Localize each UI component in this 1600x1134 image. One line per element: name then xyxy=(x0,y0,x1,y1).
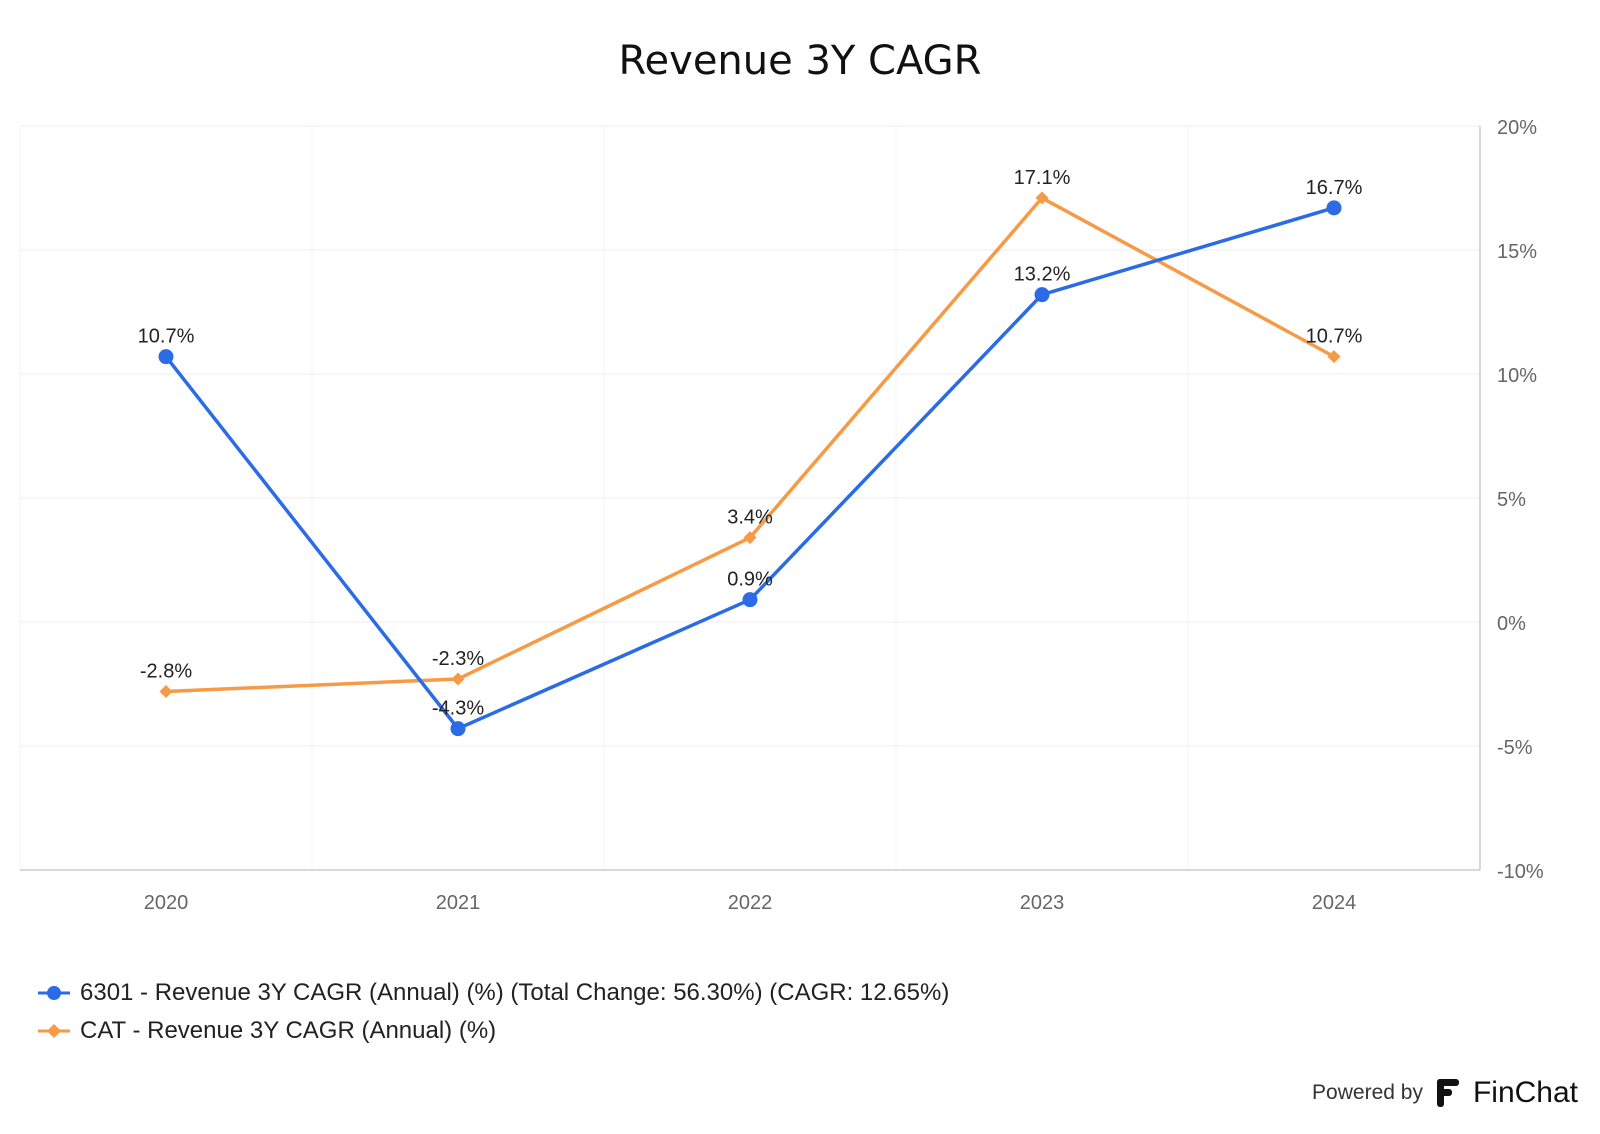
x-tick-label: 2021 xyxy=(436,892,481,914)
y-tick-label: 5% xyxy=(1497,489,1526,511)
series-line xyxy=(165,196,1335,694)
data-label: 16.7% xyxy=(1306,177,1363,199)
brand[interactable]: FinChat xyxy=(1435,1076,1578,1110)
chart-title: Revenue 3Y CAGR xyxy=(618,38,982,84)
data-label: 0.9% xyxy=(727,569,773,591)
data-point xyxy=(1035,191,1049,205)
powered-by: Powered by FinChat xyxy=(1312,1076,1578,1110)
data-point xyxy=(158,349,174,365)
data-label: 10.7% xyxy=(138,326,195,348)
grid-lines xyxy=(19,125,1481,870)
data-label: -2.3% xyxy=(432,648,484,670)
data-labels: -2.8% -2.3% 3.4% 17.1% 10.7% 10.7% -4.3% 0.9% 13… xyxy=(138,167,1363,720)
data-point xyxy=(1326,200,1342,216)
x-tick-label: 2023 xyxy=(1020,892,1065,914)
data-point xyxy=(742,592,758,608)
y-tick-label: 15% xyxy=(1497,241,1537,263)
data-label: 13.2% xyxy=(1014,264,1071,286)
data-point xyxy=(1327,350,1341,364)
legend-label-6301: 6301 - Revenue 3Y CAGR (Annual) (%) (Tot… xyxy=(80,979,950,1006)
powered-by-text: Powered by xyxy=(1312,1081,1423,1104)
y-tick-label: 20% xyxy=(1497,117,1537,139)
x-tick-label: 2024 xyxy=(1312,892,1357,914)
series-lines xyxy=(158,191,1342,737)
circle-marker-icon xyxy=(38,986,70,1000)
x-tick-label: 2022 xyxy=(728,892,773,914)
data-point xyxy=(451,672,465,686)
y-tick-label: -10% xyxy=(1497,861,1544,883)
data-label: 17.1% xyxy=(1014,167,1071,189)
series-line xyxy=(164,206,1335,731)
legend-item-cat[interactable]: CAT - Revenue 3Y CAGR (Annual) (%) xyxy=(36,1012,949,1050)
y-tick-label: 0% xyxy=(1497,613,1526,635)
data-label: 3.4% xyxy=(727,507,773,529)
data-point xyxy=(450,721,466,737)
legend-label-cat: CAT - Revenue 3Y CAGR (Annual) (%) xyxy=(80,1017,497,1044)
legend-item-6301[interactable]: 6301 - Revenue 3Y CAGR (Annual) (%) (Tot… xyxy=(36,974,949,1012)
data-label: 10.7% xyxy=(1306,326,1363,348)
x-tick-label: 2020 xyxy=(144,892,189,914)
data-label: -2.8% xyxy=(140,660,192,682)
line-chart: 20% 15% 10% 5% 0% -5% -10% 2020 2021 2022 2023 2024… xyxy=(19,117,1544,914)
legend: 6301 - Revenue 3Y CAGR (Annual) (%) (Tot… xyxy=(36,974,949,1050)
data-point xyxy=(1034,287,1050,303)
data-point xyxy=(159,684,173,698)
y-tick-label: -5% xyxy=(1497,737,1533,759)
finchat-logo-icon xyxy=(1436,1079,1459,1107)
brand-name: FinChat xyxy=(1472,1076,1578,1109)
axes: 20% 15% 10% 5% 0% -5% -10% 2020 2021 2022 2023 2024 xyxy=(20,117,1544,914)
y-tick-label: 10% xyxy=(1497,365,1537,387)
data-point xyxy=(743,531,757,545)
data-label: -4.3% xyxy=(432,698,484,720)
diamond-marker-icon xyxy=(38,1024,70,1038)
